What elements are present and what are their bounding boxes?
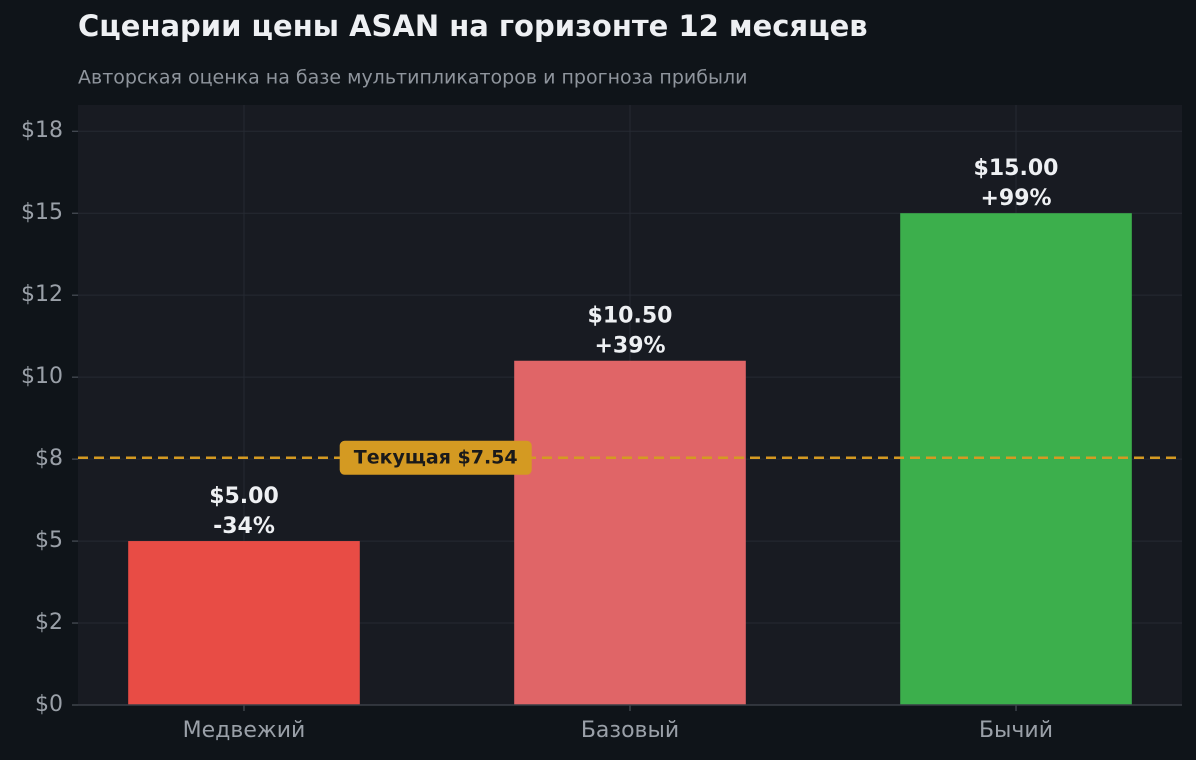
x-tick-label: Базовый <box>581 718 679 743</box>
y-tick-label: $8 <box>35 446 63 471</box>
chart-title: Сценарии цены ASAN на горизонте 12 месяц… <box>78 9 868 43</box>
change-label: -34% <box>213 514 275 539</box>
change-label: +99% <box>980 186 1051 211</box>
value-label: $5.00 <box>209 484 279 509</box>
bar <box>128 541 360 705</box>
reference-label-box <box>339 440 532 475</box>
y-tick-label: $10 <box>21 364 63 389</box>
change-label: +39% <box>594 334 665 359</box>
bar <box>900 213 1132 705</box>
x-tick-label: Бычий <box>979 718 1053 743</box>
x-tick-label: Медвежий <box>183 718 306 743</box>
reference-label: Текущая $7.54 <box>354 446 518 468</box>
y-tick-label: $0 <box>35 692 63 717</box>
y-tick-label: $2 <box>35 610 63 635</box>
bar <box>514 360 746 705</box>
y-tick-label: $5 <box>35 528 63 553</box>
value-label: $15.00 <box>974 156 1059 181</box>
y-tick-label: $12 <box>21 282 63 307</box>
value-label: $10.50 <box>588 304 673 329</box>
y-tick-label: $18 <box>21 118 63 143</box>
chart-subtitle: Авторская оценка на базе мультипликаторо… <box>78 67 747 89</box>
y-tick-label: $15 <box>21 200 63 225</box>
